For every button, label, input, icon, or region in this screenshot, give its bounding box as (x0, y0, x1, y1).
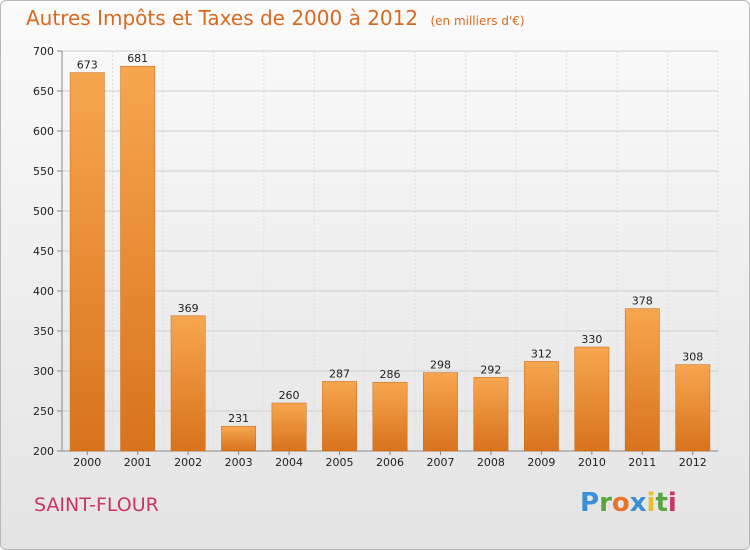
y-tick-label: 400 (33, 285, 54, 298)
y-tick-label: 500 (33, 205, 54, 218)
x-tick-label-2009: 2009 (527, 456, 555, 469)
x-tick-label-2011: 2011 (628, 456, 656, 469)
y-tick-label: 300 (33, 365, 54, 378)
bar-2003 (221, 425, 257, 452)
bar-2002 (170, 315, 206, 452)
bar-layer: 673 681 369 231 260 287 286 298 292 312 330 378 308 (69, 52, 711, 452)
data-label-2005: 287 (329, 367, 350, 380)
x-tick-label-2000: 2000 (73, 456, 101, 469)
data-label-2010: 330 (581, 333, 602, 346)
bar-2000 (69, 72, 105, 452)
data-label-2008: 292 (480, 363, 501, 376)
data-label-2007: 298 (430, 359, 451, 372)
bar-2006 (372, 381, 408, 452)
chart-title-text: Autres Impôts et Taxes de 2000 à 2012 (26, 6, 419, 30)
bar-2010 (574, 346, 610, 452)
chart-title: Autres Impôts et Taxes de 2000 à 2012 (e… (26, 6, 525, 30)
bar-2007 (423, 372, 458, 452)
data-label-2006: 286 (380, 368, 401, 381)
y-tick-label: 600 (33, 125, 54, 138)
x-tick-label-2012: 2012 (679, 456, 707, 469)
bar-2001 (120, 65, 156, 452)
data-label-2009: 312 (531, 347, 552, 360)
y-tick-label: 200 (33, 445, 54, 458)
bar-2008 (473, 377, 509, 452)
data-label-2012: 308 (682, 351, 703, 364)
data-label-2011: 378 (632, 295, 653, 308)
bar-2011 (624, 308, 660, 452)
y-tick-label: 250 (33, 405, 54, 418)
y-tick-label: 700 (33, 45, 54, 58)
chart-subtitle: (en milliers d'€) (430, 14, 525, 28)
commune-name: SAINT-FLOUR (34, 494, 159, 516)
data-label-2004: 260 (279, 389, 300, 402)
bar-2005 (322, 381, 357, 452)
data-label-2002: 369 (178, 302, 199, 315)
data-label-2000: 673 (77, 59, 98, 72)
x-tick-label-2005: 2005 (326, 456, 354, 469)
x-tick-label-2008: 2008 (477, 456, 505, 469)
bar-2009 (523, 361, 559, 452)
proxiti-logo[interactable]: Proxiti (580, 488, 677, 518)
bar-2012 (675, 364, 711, 452)
x-tick-label-2010: 2010 (578, 456, 606, 469)
x-tick-label-2007: 2007 (426, 456, 454, 469)
y-tick-label: 650 (33, 85, 54, 98)
y-tick-label: 550 (33, 165, 54, 178)
x-tick-label-2006: 2006 (376, 456, 404, 469)
y-tick-label: 450 (33, 245, 54, 258)
x-tick-label-2002: 2002 (174, 456, 202, 469)
x-tick-label-2001: 2001 (124, 456, 152, 469)
x-tick-label-2003: 2003 (225, 456, 253, 469)
data-label-2003: 231 (228, 412, 249, 425)
bar-2004 (271, 402, 307, 452)
data-label-2001: 681 (127, 52, 148, 65)
y-tick-label: 350 (33, 325, 54, 338)
x-tick-label-2004: 2004 (275, 456, 303, 469)
